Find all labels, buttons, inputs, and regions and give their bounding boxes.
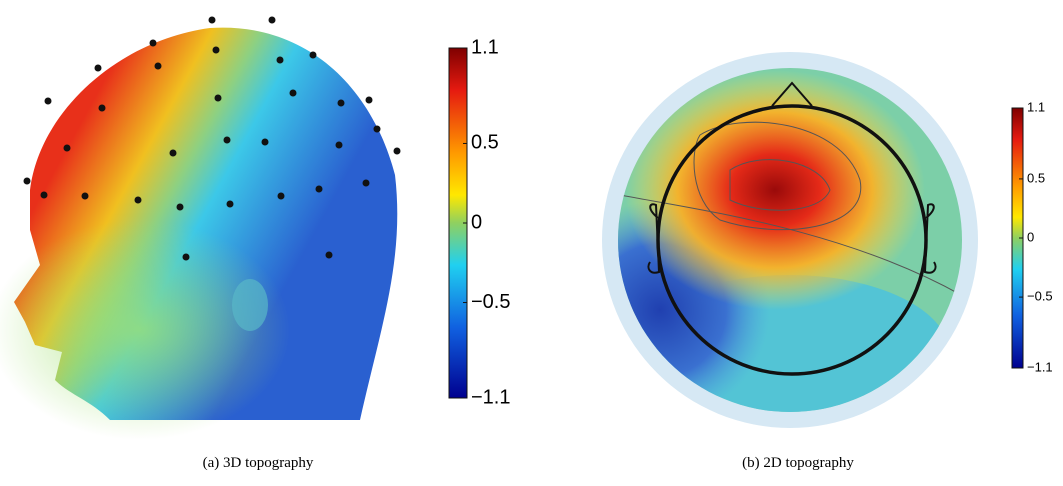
tick-label: 0 — [471, 211, 482, 233]
tick-label: 1.1 — [1027, 99, 1045, 114]
tick-label: −1.1 — [1027, 359, 1053, 374]
figure: (a) 3D topography (b) 2D topography 1.1 0… — [0, 0, 1063, 486]
caption: (b) 2D topography — [742, 455, 854, 471]
tick-label: 0 — [1027, 229, 1034, 244]
tick-label: 0.5 — [471, 132, 499, 154]
tick-label: −0.5 — [471, 291, 510, 313]
tick-label: −1.1 — [471, 386, 510, 408]
tick-label: −0.5 — [1027, 289, 1053, 304]
tick-label: 1.1 — [471, 36, 499, 58]
head-3d — [0, 17, 401, 441]
caption: (a) 3D topography — [203, 455, 314, 471]
topo-2d — [550, 50, 980, 435]
tick-label: 0.5 — [1027, 170, 1045, 185]
